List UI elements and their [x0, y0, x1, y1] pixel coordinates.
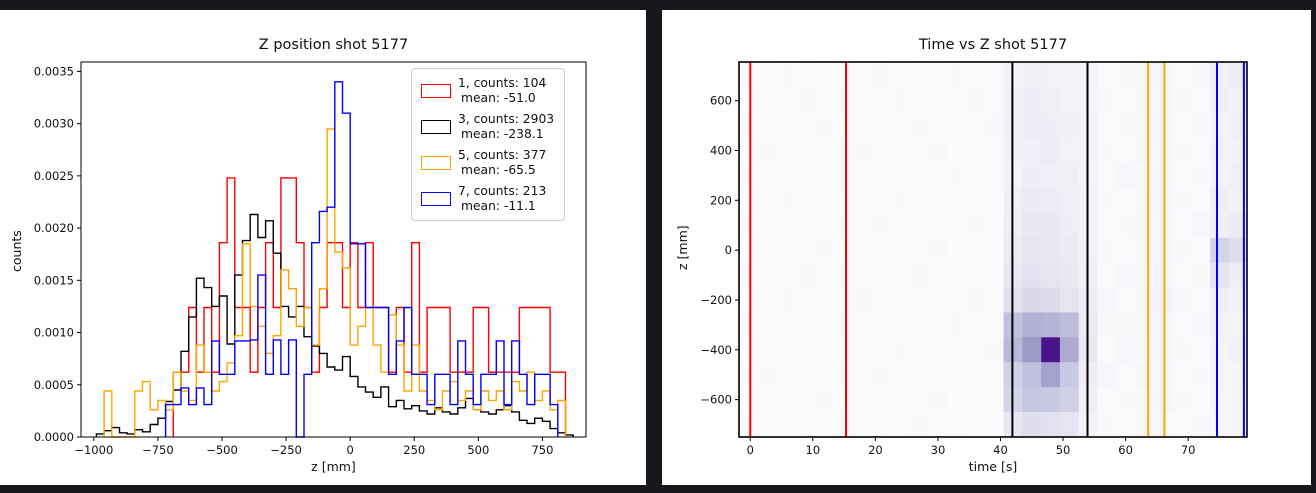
svg-text:0.0035: 0.0035: [34, 64, 74, 78]
left-figure-panel: Z position shot 5177 −1000 −750 −500 −250 0 2…: [0, 10, 646, 485]
legend-entry: 5, counts: 377 mean: -65.5: [421, 148, 555, 178]
legend-swatch-icon: [421, 120, 451, 134]
legend-entry: 1, counts: 104 mean: -51.0: [421, 76, 555, 106]
right-yaxis-label: z [mm]: [675, 225, 690, 270]
svg-text:−750: −750: [142, 443, 174, 457]
right-xaxis-label: time [s]: [968, 459, 1018, 474]
heatmap-plot-area: 0 10 20 30 40 50 60 70 −600 −400 −200 0 200 400 600: [700, 61, 1248, 457]
hist-series-7: [164, 81, 559, 438]
svg-text:−400: −400: [700, 343, 732, 357]
svg-text:0.0010: 0.0010: [34, 326, 74, 340]
svg-text:0.0025: 0.0025: [34, 169, 74, 183]
svg-text:30: 30: [931, 443, 946, 457]
legend-label-line2: mean: -51.0: [461, 91, 536, 105]
legend-swatch-icon: [421, 156, 451, 170]
svg-text:0: 0: [346, 443, 353, 457]
svg-text:−500: −500: [206, 443, 238, 457]
svg-text:10: 10: [806, 443, 821, 457]
legend-label-line1: 3, counts: 2903: [458, 112, 555, 126]
legend-label: 3, counts: 2903 mean: -238.1: [458, 112, 554, 142]
legend-label: 7, counts: 213 mean: -11.1: [458, 184, 546, 214]
legend-label-line2: mean: -65.5: [461, 163, 536, 177]
svg-text:0: 0: [747, 443, 754, 457]
histogram-plot-area: −1000 −750 −500 −250 0 250 500 750 0.0000 0.0005 0…: [34, 61, 587, 457]
svg-text:0: 0: [725, 243, 732, 257]
svg-text:750: 750: [531, 443, 553, 457]
right-figure-panel: Time vs Z shot 5177 0 10 20 30 40 50 60 70 −600 −…: [662, 10, 1311, 485]
svg-text:0.0030: 0.0030: [34, 117, 74, 131]
svg-text:−1000: −1000: [74, 443, 113, 457]
legend-swatch-icon: [421, 192, 451, 206]
legend-label: 1, counts: 104 mean: -51.0: [458, 76, 546, 106]
svg-text:250: 250: [403, 443, 425, 457]
svg-text:40: 40: [993, 443, 1008, 457]
legend-label-line2: mean: -11.1: [461, 199, 536, 213]
legend-label-line1: 1, counts: 104: [458, 76, 547, 90]
svg-text:−250: −250: [270, 443, 302, 457]
legend-entry: 3, counts: 2903 mean: -238.1: [421, 112, 555, 142]
legend-swatch-icon: [421, 84, 451, 98]
svg-text:60: 60: [1118, 443, 1133, 457]
svg-text:200: 200: [710, 193, 732, 207]
legend-label-line2: mean: -238.1: [461, 127, 544, 141]
left-xaxis-label: z [mm]: [311, 459, 356, 474]
svg-text:0.0020: 0.0020: [34, 221, 74, 235]
hist-series-5: [103, 128, 567, 438]
svg-text:0.0015: 0.0015: [34, 273, 74, 287]
svg-text:−200: −200: [700, 293, 732, 307]
svg-text:500: 500: [467, 443, 489, 457]
left-chart-title: Z position shot 5177: [258, 37, 409, 53]
svg-text:400: 400: [710, 143, 732, 157]
svg-text:20: 20: [868, 443, 883, 457]
legend-box: 1, counts: 104 mean: -51.0 3, counts: 2903…: [411, 68, 565, 221]
svg-text:−600: −600: [700, 393, 732, 407]
left-yaxis-label: counts: [9, 230, 24, 272]
svg-text:600: 600: [710, 94, 732, 108]
right-chart-title: Time vs Z shot 5177: [918, 37, 1068, 53]
legend-label-line1: 5, counts: 377: [458, 148, 547, 162]
svg-text:0.0000: 0.0000: [34, 430, 74, 444]
legend-entry: 7, counts: 213 mean: -11.1: [421, 184, 555, 214]
svg-text:70: 70: [1181, 443, 1196, 457]
svg-text:0.0005: 0.0005: [34, 378, 74, 392]
svg-text:50: 50: [1056, 443, 1071, 457]
legend-label-line1: 7, counts: 213: [458, 184, 547, 198]
legend-label: 5, counts: 377 mean: -65.5: [458, 148, 546, 178]
